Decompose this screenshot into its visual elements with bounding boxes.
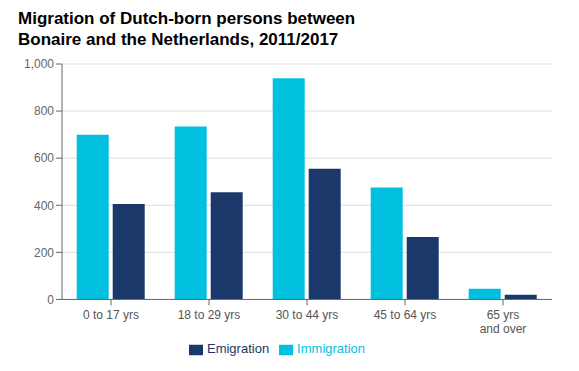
html-text:Emigration: Emigration xyxy=(207,341,270,357)
svg-text:45 to 64 yrs: 45 to 64 yrs xyxy=(374,308,437,322)
svg-text:0 to 17 yrs: 0 to 17 yrs xyxy=(83,308,139,322)
svg-text:800: 800 xyxy=(34,104,54,118)
svg-text:400: 400 xyxy=(34,199,54,213)
svg-text:18 to 29 yrs: 18 to 29 yrs xyxy=(178,308,241,322)
svg-text:1,000: 1,000 xyxy=(24,57,54,71)
html-text:Immigration: Immigration xyxy=(297,341,365,357)
html-text:Bonaire and the Netherlands, 2: Bonaire and the Netherlands, 2011/2017 xyxy=(18,30,339,49)
svg-text:65 yrsand over: 65 yrsand over xyxy=(480,308,527,336)
svg-text:600: 600 xyxy=(34,151,54,165)
svg-text:200: 200 xyxy=(34,246,54,260)
html-text:Migration of Dutch-born person: Migration of Dutch-born persons between xyxy=(18,9,356,28)
svg-text:30 to 44 yrs: 30 to 44 yrs xyxy=(276,308,339,322)
svg-text:0: 0 xyxy=(47,293,54,307)
